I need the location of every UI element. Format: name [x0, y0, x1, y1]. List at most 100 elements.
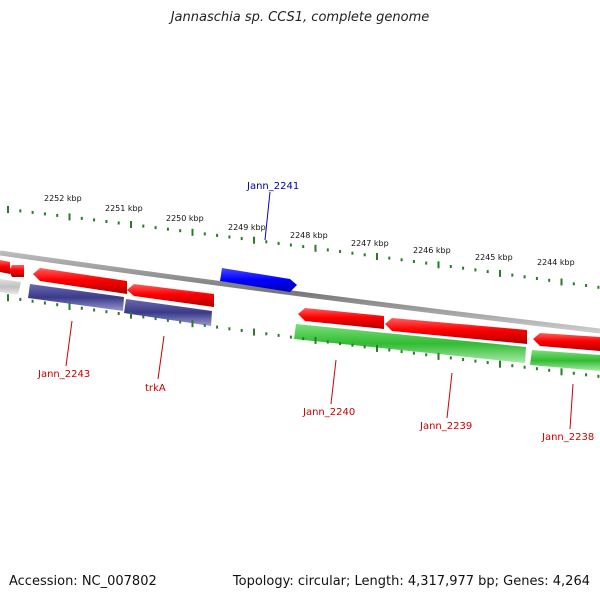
scale-labels: 2252 kbp 2251 kbp 2250 kbp 2249 kbp 2248… — [44, 194, 575, 267]
minor-tick — [585, 284, 588, 287]
navy-feature-1[interactable] — [28, 284, 124, 311]
leader-jann-2240 — [330, 359, 337, 405]
minor-tick — [474, 268, 477, 272]
accession-text: Accession: NC_007802 — [9, 574, 157, 589]
minor-tick — [154, 317, 157, 321]
minor-tick — [31, 210, 34, 214]
scale-label-2248: 2248 kbp — [290, 231, 328, 240]
minor-tick — [302, 337, 305, 341]
minor-tick — [462, 266, 465, 270]
major-tick — [130, 311, 132, 319]
minor-tick — [216, 325, 219, 329]
major-tick — [437, 261, 440, 269]
minor-tick — [117, 221, 120, 225]
minor-tick — [326, 340, 329, 344]
major-tick — [376, 253, 378, 260]
minor-tick — [154, 226, 157, 230]
major-tick — [560, 368, 563, 376]
gene-jann-2240-red[interactable] — [298, 308, 384, 329]
minor-tick — [277, 241, 280, 245]
scale-label-2251: 2251 kbp — [105, 204, 143, 213]
map-title: Jannaschia sp. CCS1, complete genome — [170, 10, 430, 25]
minor-tick — [117, 312, 120, 315]
leader-jann-2238 — [569, 383, 574, 430]
leader-jann-2241 — [264, 191, 271, 241]
minor-tick — [289, 243, 292, 247]
minor-tick — [339, 250, 342, 253]
minor-tick — [486, 361, 489, 365]
minor-tick — [80, 216, 83, 220]
scale-label-2246: 2246 kbp — [413, 246, 451, 255]
label-trka[interactable]: trkA — [145, 383, 166, 394]
major-tick — [499, 360, 501, 368]
minor-tick — [31, 299, 34, 303]
label-jann-2243[interactable]: Jann_2243 — [37, 369, 90, 380]
major-tick — [68, 213, 71, 221]
label-jann-2238[interactable]: Jann_2238 — [541, 432, 594, 443]
reverse-strand-track — [0, 260, 600, 351]
gene-jann-2239-red[interactable] — [385, 318, 527, 344]
minor-tick — [80, 306, 83, 310]
minor-tick — [363, 253, 366, 257]
minor-tick — [462, 358, 465, 361]
minor-tick — [265, 332, 268, 336]
gene-red-left-1[interactable] — [0, 260, 10, 274]
leader-jann-2243 — [65, 320, 73, 367]
minor-tick — [166, 318, 169, 322]
green-feature-2[interactable] — [530, 350, 600, 371]
green-feature-1[interactable] — [294, 324, 526, 363]
gene-jann-2238-red[interactable] — [533, 333, 600, 351]
minor-tick — [228, 235, 231, 239]
major-tick — [130, 221, 132, 228]
minor-tick — [425, 353, 428, 357]
minor-tick — [597, 374, 600, 378]
label-jann-2240[interactable]: Jann_2240 — [302, 407, 355, 418]
minor-tick — [240, 237, 243, 241]
minor-tick — [216, 233, 219, 237]
minor-tick — [142, 224, 145, 228]
leader-jann-2239 — [446, 372, 453, 419]
major-tick — [68, 303, 71, 310]
minor-tick — [597, 285, 600, 289]
scale-label-2245: 2245 kbp — [475, 253, 513, 262]
major-tick — [437, 352, 440, 360]
minor-tick — [548, 278, 551, 282]
minor-tick — [93, 308, 96, 312]
minor-tick — [388, 256, 391, 260]
gene-trka-red[interactable] — [127, 284, 214, 307]
minor-tick — [105, 310, 108, 314]
minor-tick — [277, 333, 280, 337]
label-jann-2239[interactable]: Jann_2239 — [419, 421, 472, 432]
label-jann-2241[interactable]: Jann_2241 — [246, 181, 299, 192]
minor-tick — [166, 227, 169, 231]
minor-tick — [412, 351, 415, 355]
scale-label-2252: 2252 kbp — [44, 194, 82, 203]
minor-tick — [412, 260, 415, 263]
grey-feature[interactable] — [0, 279, 21, 295]
scale-label-2249: 2249 kbp — [228, 223, 266, 232]
minor-tick — [265, 240, 268, 244]
navy-feature-2[interactable] — [124, 299, 212, 326]
minor-tick — [240, 329, 243, 332]
minor-tick — [449, 265, 452, 268]
scale-label-2250: 2250 kbp — [166, 214, 204, 223]
major-tick — [191, 228, 194, 236]
minor-tick — [511, 364, 514, 368]
gene-red-left-2[interactable] — [9, 265, 24, 277]
genome-summary-text: Topology: circular; Length: 4,317,977 bp… — [232, 574, 590, 589]
major-tick — [7, 206, 9, 213]
genome-backbone — [0, 250, 600, 334]
outer-scale-ticks — [7, 206, 600, 289]
minor-tick — [289, 335, 292, 339]
minor-tick — [535, 367, 538, 371]
gene-jann-2243-red[interactable] — [33, 268, 127, 294]
minor-tick — [535, 277, 538, 280]
minor-tick — [56, 303, 59, 307]
minor-tick — [179, 229, 182, 233]
minor-tick — [19, 297, 22, 301]
minor-tick — [388, 348, 391, 352]
minor-tick — [425, 261, 428, 265]
minor-tick — [339, 342, 342, 346]
gene-jann-2241[interactable] — [220, 268, 297, 292]
